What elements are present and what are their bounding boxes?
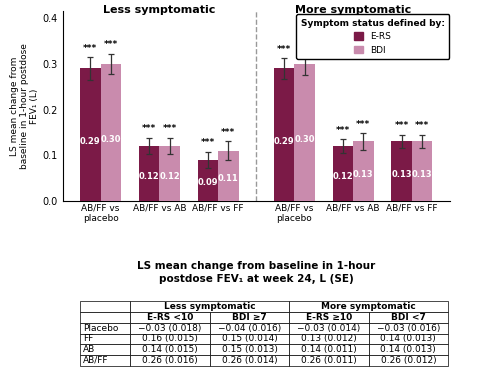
Text: 0.15 (0.013): 0.15 (0.013) bbox=[222, 345, 278, 354]
Bar bbox=[368, 344, 448, 355]
Text: 0.14 (0.013): 0.14 (0.013) bbox=[380, 335, 436, 343]
Bar bbox=[130, 355, 210, 366]
Text: ***: *** bbox=[104, 40, 118, 49]
Text: 0.26 (0.011): 0.26 (0.011) bbox=[301, 356, 357, 365]
Text: 0.29: 0.29 bbox=[80, 137, 100, 146]
Text: ***: *** bbox=[84, 43, 98, 53]
Text: 0.13: 0.13 bbox=[412, 170, 432, 179]
Bar bbox=[80, 301, 130, 312]
Text: ***: *** bbox=[415, 121, 429, 130]
Bar bbox=[353, 141, 374, 201]
Bar bbox=[289, 355, 368, 366]
Text: 0.13 (0.012): 0.13 (0.012) bbox=[301, 335, 357, 343]
Text: 0.09: 0.09 bbox=[198, 178, 218, 187]
Legend: E-RS, BDI: E-RS, BDI bbox=[296, 14, 450, 59]
Bar bbox=[294, 64, 315, 201]
Text: 0.13: 0.13 bbox=[353, 170, 374, 179]
Bar bbox=[289, 312, 368, 323]
Bar bbox=[210, 355, 289, 366]
Text: More symptomatic: More symptomatic bbox=[295, 5, 411, 14]
Bar bbox=[80, 344, 130, 355]
Bar bbox=[80, 323, 130, 334]
Text: BDI ≥7: BDI ≥7 bbox=[232, 313, 267, 322]
Bar bbox=[274, 69, 294, 201]
Text: 0.13: 0.13 bbox=[391, 170, 412, 179]
Bar bbox=[368, 355, 448, 366]
Text: LS mean change from baseline in 1-hour
postdose FEV₁ at week 24, L (SE): LS mean change from baseline in 1-hour p… bbox=[137, 261, 376, 284]
Text: 0.29: 0.29 bbox=[274, 137, 294, 146]
Bar bbox=[130, 301, 289, 312]
Bar bbox=[368, 334, 448, 344]
Bar bbox=[80, 355, 130, 366]
Text: 0.26 (0.016): 0.26 (0.016) bbox=[142, 356, 198, 365]
Y-axis label: LS mean change from
baseline in 1-hour postdose
FEV₁ (L): LS mean change from baseline in 1-hour p… bbox=[10, 43, 40, 169]
Text: ***: *** bbox=[162, 124, 177, 133]
Text: 0.15 (0.014): 0.15 (0.014) bbox=[222, 335, 278, 343]
Bar bbox=[412, 141, 432, 201]
Bar bbox=[210, 334, 289, 344]
Bar bbox=[289, 323, 368, 334]
Bar bbox=[100, 64, 121, 201]
Bar bbox=[80, 69, 100, 201]
Text: ***: *** bbox=[394, 121, 408, 130]
Bar bbox=[139, 146, 160, 201]
Text: Less symptomatic: Less symptomatic bbox=[164, 302, 256, 311]
Text: 0.26 (0.014): 0.26 (0.014) bbox=[222, 356, 278, 365]
Text: 0.12: 0.12 bbox=[160, 172, 180, 181]
Text: −0.03 (0.014): −0.03 (0.014) bbox=[298, 324, 360, 333]
Text: AB: AB bbox=[83, 345, 96, 354]
Bar bbox=[332, 146, 353, 201]
Text: −0.03 (0.016): −0.03 (0.016) bbox=[376, 324, 440, 333]
Text: E-RS <10: E-RS <10 bbox=[147, 313, 193, 322]
Bar bbox=[130, 334, 210, 344]
Text: −0.04 (0.016): −0.04 (0.016) bbox=[218, 324, 281, 333]
Text: FF: FF bbox=[83, 335, 94, 343]
Bar bbox=[210, 344, 289, 355]
Text: 0.30: 0.30 bbox=[294, 135, 315, 144]
Text: ***: *** bbox=[356, 120, 370, 129]
Text: 0.14 (0.011): 0.14 (0.011) bbox=[301, 345, 357, 354]
Bar bbox=[130, 344, 210, 355]
Bar bbox=[210, 312, 289, 323]
Text: 0.14 (0.013): 0.14 (0.013) bbox=[380, 345, 436, 354]
Text: Placebo: Placebo bbox=[83, 324, 118, 333]
Text: AB/FF: AB/FF bbox=[83, 356, 108, 365]
Text: ***: *** bbox=[200, 138, 215, 147]
Text: ***: *** bbox=[142, 124, 156, 133]
Text: 0.11: 0.11 bbox=[218, 174, 238, 183]
Text: ***: *** bbox=[277, 45, 291, 54]
Bar bbox=[392, 141, 412, 201]
Bar bbox=[80, 312, 130, 323]
Text: ***: *** bbox=[221, 128, 236, 137]
Text: 0.12: 0.12 bbox=[332, 172, 353, 181]
Bar bbox=[368, 323, 448, 334]
Bar bbox=[289, 301, 448, 312]
Bar bbox=[218, 150, 238, 201]
Bar bbox=[80, 334, 130, 344]
Text: E-RS ≥10: E-RS ≥10 bbox=[306, 313, 352, 322]
Text: ***: *** bbox=[336, 126, 350, 134]
Text: Less symptomatic: Less symptomatic bbox=[103, 5, 216, 14]
Text: ***: *** bbox=[298, 39, 312, 48]
Text: 0.16 (0.015): 0.16 (0.015) bbox=[142, 335, 198, 343]
Text: 0.26 (0.012): 0.26 (0.012) bbox=[380, 356, 436, 365]
Bar bbox=[130, 323, 210, 334]
Bar bbox=[198, 160, 218, 201]
Bar bbox=[289, 344, 368, 355]
Text: BDI <7: BDI <7 bbox=[391, 313, 426, 322]
Text: −0.03 (0.018): −0.03 (0.018) bbox=[138, 324, 202, 333]
Bar bbox=[289, 334, 368, 344]
Bar bbox=[160, 146, 180, 201]
Text: 0.12: 0.12 bbox=[138, 172, 160, 181]
Text: More symptomatic: More symptomatic bbox=[321, 302, 416, 311]
Bar bbox=[130, 312, 210, 323]
Bar bbox=[210, 323, 289, 334]
Text: 0.14 (0.015): 0.14 (0.015) bbox=[142, 345, 198, 354]
Text: 0.30: 0.30 bbox=[100, 135, 121, 144]
Bar bbox=[368, 312, 448, 323]
